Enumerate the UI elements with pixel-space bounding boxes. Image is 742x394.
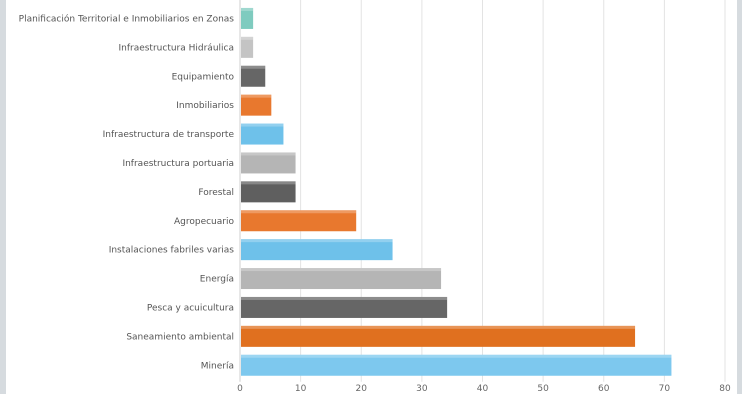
category-label-4: Inmobiliarios <box>176 101 234 111</box>
bar-highlight-13 <box>241 354 672 358</box>
category-label-5: Infraestructura de transporte <box>103 130 235 140</box>
bar-highlight-8 <box>241 210 357 214</box>
bar-4 <box>241 94 272 116</box>
bar-highlight-9 <box>241 239 393 243</box>
category-label-7: Forestal <box>198 188 234 198</box>
bar-highlight-1 <box>241 7 254 11</box>
left-edge <box>0 0 6 394</box>
category-label-9: Instalaciones fabriles varias <box>109 246 235 256</box>
x-tick-label-30: 30 <box>416 384 428 394</box>
category-label-10: Energía <box>200 275 234 285</box>
category-label-11: Pesca y acuicultura <box>147 303 234 313</box>
x-tick-label-70: 70 <box>659 384 671 394</box>
bar-highlight-12 <box>241 325 636 329</box>
bar-11 <box>241 296 448 318</box>
bar-highlight-7 <box>241 181 296 185</box>
right-edge <box>737 0 742 394</box>
bar-highlight-3 <box>241 65 266 69</box>
grid-layer <box>239 0 726 382</box>
category-label-13: Minería <box>201 361 234 371</box>
bar-10 <box>241 268 442 290</box>
x-tick-label-0: 0 <box>237 384 243 394</box>
bar-1 <box>241 7 254 29</box>
category-label-12: Saneamiento ambiental <box>126 332 234 342</box>
bar-highlight-11 <box>241 296 448 300</box>
bar-12 <box>241 325 636 347</box>
bar-highlight-6 <box>241 152 296 156</box>
x-axis-ticks: 0 10 20 30 40 50 60 70 80 <box>237 384 731 394</box>
x-tick-label-80: 80 <box>719 384 731 394</box>
bar-6 <box>241 152 296 174</box>
bar-highlight-4 <box>241 94 272 98</box>
bar-highlight-2 <box>241 36 254 40</box>
category-labels: Planificación Territorial e Inmobiliario… <box>19 13 235 371</box>
bar-highlight-5 <box>241 123 284 127</box>
x-tick-label-50: 50 <box>537 384 549 394</box>
category-label-8: Agropecuario <box>174 217 234 227</box>
x-tick-label-10: 10 <box>295 384 307 394</box>
category-label-3: Equipamiento <box>172 72 235 82</box>
bar-7 <box>241 181 296 203</box>
bar-5 <box>241 123 284 145</box>
bar-9 <box>241 239 393 261</box>
category-label-1: Planificación Territorial e Inmobiliario… <box>19 13 235 24</box>
bar-8 <box>241 210 357 232</box>
bar-2 <box>241 36 254 58</box>
bar-highlight-10 <box>241 268 442 272</box>
bar-3 <box>241 65 266 87</box>
category-label-2: Infraestructura Hidráulica <box>118 43 234 53</box>
x-tick-label-20: 20 <box>356 384 368 394</box>
bar-13 <box>241 354 672 376</box>
category-label-6: Infraestructura portuaria <box>122 159 234 169</box>
x-tick-label-40: 40 <box>477 384 489 394</box>
bar-layer <box>241 7 672 376</box>
x-tick-label-60: 60 <box>598 384 610 394</box>
